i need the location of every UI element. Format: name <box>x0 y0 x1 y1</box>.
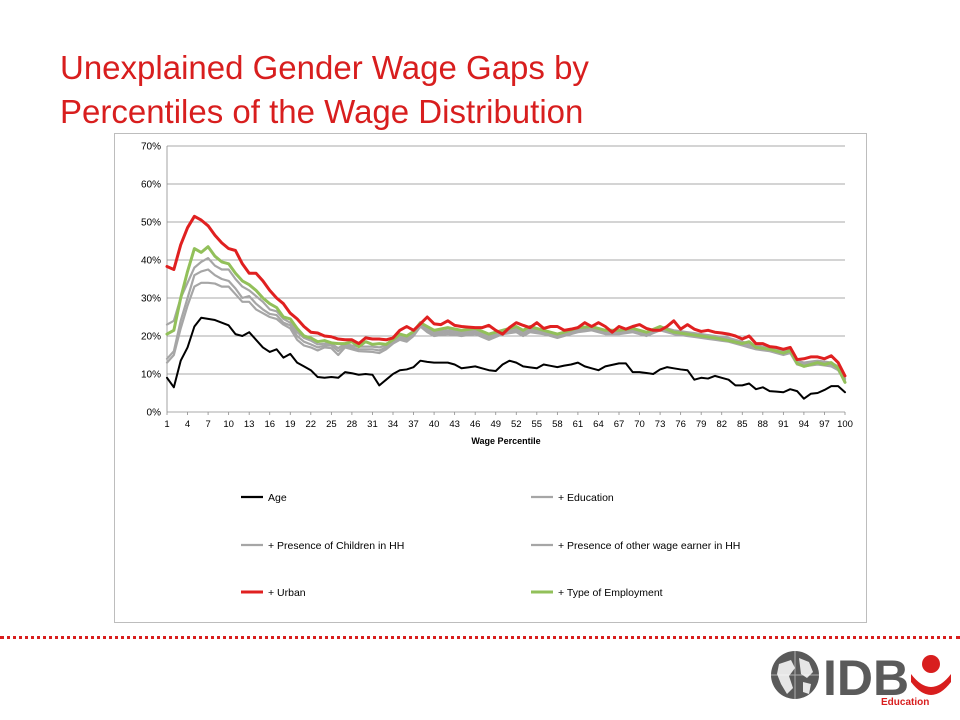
grid-lines <box>166 145 845 413</box>
logo-subtext: Education <box>881 697 930 708</box>
x-tick-label: 94 <box>799 419 810 430</box>
x-axis-label: Wage Percentile <box>471 436 540 446</box>
x-tick-label: 70 <box>634 419 645 430</box>
logo-text: IDB <box>823 650 909 706</box>
series-line-5 <box>165 214 847 378</box>
legend-label: + Type of Employment <box>558 587 663 599</box>
x-tick-label: 76 <box>675 419 686 430</box>
x-tick-label: 49 <box>490 419 501 430</box>
x-tick-label: 25 <box>326 419 337 430</box>
x-tick-label: 85 <box>737 419 748 430</box>
x-tick-label: 16 <box>264 419 275 430</box>
x-tick-label: 46 <box>470 419 481 430</box>
x-tick-label: 73 <box>655 419 666 430</box>
x-tick-label: 7 <box>205 419 210 430</box>
x-tick-label: 28 <box>347 419 358 430</box>
x-tick-label: 97 <box>819 419 830 430</box>
series-line-4 <box>165 257 847 380</box>
x-tick-label: 34 <box>388 419 399 430</box>
legend-label: Age <box>268 492 287 504</box>
legend: Age + Education + Presence of Children in … <box>241 492 740 599</box>
slide-title-line-1: Unexplained Gender Wage Gaps by <box>60 49 589 86</box>
legend-entry: Age <box>241 492 287 504</box>
x-tick-label: 100 <box>837 419 853 430</box>
chart-frame: 0% 10% 20% 30% 40% 50% 60% 70% 1 4 7 10 13 16 19 22 25 2… <box>114 133 867 623</box>
x-tick-label: 40 <box>429 419 440 430</box>
legend-entry: + Urban <box>241 587 306 599</box>
slide-title: Unexplained Gender Wage Gaps by Percenti… <box>60 46 880 134</box>
x-tick-label: 67 <box>614 419 625 430</box>
legend-entry: + Presence of other wage earner in HH <box>531 540 740 552</box>
y-axis-tick-labels: 0% 10% 20% 30% 40% 50% 60% 70% <box>141 142 161 419</box>
line-chart: 0% 10% 20% 30% 40% 50% 60% 70% 1 4 7 10 13 16 19 22 25 2… <box>141 142 853 600</box>
y-tick-label: 30% <box>141 294 161 305</box>
y-tick-label: 40% <box>141 256 161 267</box>
legend-label: + Presence of other wage earner in HH <box>558 540 740 552</box>
x-tick-label: 88 <box>758 419 769 430</box>
x-axis-tick-labels: 1 4 7 10 13 16 19 22 25 28 31 34 37 40 43 46 49 52 55 58 61 6… <box>164 412 853 430</box>
idb-logo: IDB <box>771 650 951 706</box>
x-tick-label: 91 <box>778 419 789 430</box>
y-tick-label: 50% <box>141 218 161 229</box>
y-tick-label: 0% <box>147 408 162 419</box>
y-tick-label: 20% <box>141 332 161 343</box>
slide-title-line-2: Percentiles of the Wage Distribution <box>60 93 584 130</box>
x-tick-label: 10 <box>223 419 234 430</box>
x-tick-label: 31 <box>367 419 378 430</box>
x-tick-label: 4 <box>185 419 190 430</box>
y-tick-label: 70% <box>141 142 161 153</box>
series-line-1 <box>166 316 846 400</box>
x-tick-label: 61 <box>573 419 584 430</box>
x-tick-label: 52 <box>511 419 522 430</box>
x-tick-label: 58 <box>552 419 563 430</box>
x-tick-label: 37 <box>408 419 419 430</box>
x-tick-label: 13 <box>244 419 255 430</box>
y-tick-label: 10% <box>141 370 161 381</box>
legend-label: + Urban <box>268 587 306 599</box>
legend-label: + Education <box>558 492 614 504</box>
y-tick-label: 60% <box>141 180 161 191</box>
legend-entry: + Education <box>531 492 614 504</box>
x-tick-label: 43 <box>449 419 460 430</box>
x-tick-label: 1 <box>164 419 169 430</box>
x-tick-label: 64 <box>593 419 604 430</box>
person-icon <box>911 655 951 695</box>
globe-icon <box>771 651 819 699</box>
series-lines <box>165 214 847 400</box>
x-tick-label: 82 <box>716 419 727 430</box>
legend-label: + Presence of Children in HH <box>268 540 404 552</box>
legend-entry: + Type of Employment <box>531 587 663 599</box>
x-tick-label: 55 <box>532 419 543 430</box>
x-tick-label: 19 <box>285 419 296 430</box>
x-tick-label: 22 <box>306 419 317 430</box>
dotted-divider <box>0 636 960 639</box>
x-tick-label: 79 <box>696 419 707 430</box>
legend-entry: + Presence of Children in HH <box>241 540 404 552</box>
